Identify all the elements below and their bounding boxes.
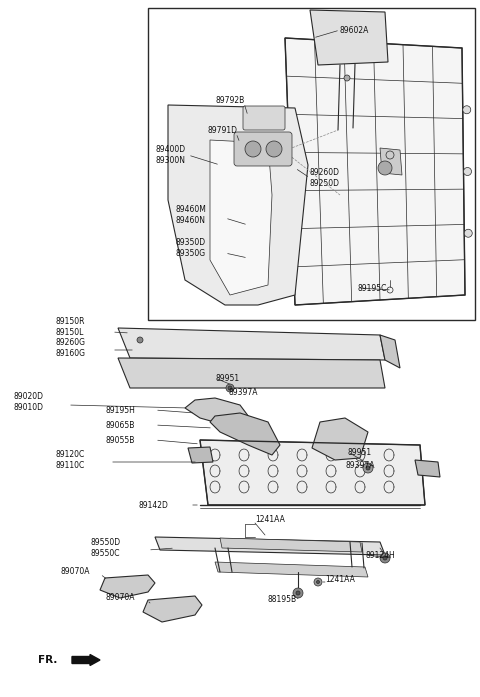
Text: 1241AA: 1241AA bbox=[325, 576, 355, 585]
Circle shape bbox=[245, 141, 261, 157]
Polygon shape bbox=[215, 562, 368, 577]
Text: 89951: 89951 bbox=[215, 374, 239, 383]
Circle shape bbox=[226, 384, 234, 392]
Text: 89195H: 89195H bbox=[105, 406, 135, 415]
Text: 89397A: 89397A bbox=[228, 388, 257, 397]
Circle shape bbox=[293, 588, 303, 598]
Polygon shape bbox=[168, 105, 308, 305]
Circle shape bbox=[137, 337, 143, 343]
FancyBboxPatch shape bbox=[234, 132, 292, 166]
Text: 89791D: 89791D bbox=[207, 125, 237, 135]
Polygon shape bbox=[285, 38, 465, 305]
Polygon shape bbox=[210, 140, 272, 295]
Text: 89142D: 89142D bbox=[138, 500, 168, 510]
Polygon shape bbox=[118, 358, 385, 388]
Circle shape bbox=[314, 578, 322, 586]
Circle shape bbox=[296, 591, 300, 595]
Text: 89397A: 89397A bbox=[345, 461, 374, 470]
Circle shape bbox=[464, 167, 471, 176]
Text: 89120C
89110C: 89120C 89110C bbox=[55, 450, 84, 470]
Circle shape bbox=[464, 229, 472, 237]
Text: 89400D
89300N: 89400D 89300N bbox=[155, 145, 185, 164]
Text: 89460M
89460N: 89460M 89460N bbox=[175, 206, 206, 224]
Text: 89065B: 89065B bbox=[105, 420, 134, 429]
Polygon shape bbox=[210, 413, 280, 455]
Polygon shape bbox=[118, 328, 385, 360]
Circle shape bbox=[463, 106, 471, 114]
Text: 89020D
89010D: 89020D 89010D bbox=[13, 392, 43, 412]
Polygon shape bbox=[310, 10, 388, 65]
Polygon shape bbox=[415, 460, 440, 477]
Circle shape bbox=[344, 75, 350, 81]
FancyArrow shape bbox=[72, 654, 100, 666]
Circle shape bbox=[266, 141, 282, 157]
Text: 89055B: 89055B bbox=[105, 436, 134, 445]
Polygon shape bbox=[220, 538, 362, 552]
Polygon shape bbox=[188, 447, 213, 463]
Text: 89070A: 89070A bbox=[60, 567, 89, 576]
Text: 88195B: 88195B bbox=[268, 595, 297, 604]
Text: 89550D
89550C: 89550D 89550C bbox=[90, 538, 120, 558]
FancyBboxPatch shape bbox=[243, 106, 285, 130]
Text: 89260G
89160G: 89260G 89160G bbox=[55, 338, 85, 358]
Circle shape bbox=[378, 161, 392, 175]
Circle shape bbox=[383, 556, 387, 560]
Circle shape bbox=[363, 463, 373, 473]
Text: 89602A: 89602A bbox=[340, 26, 370, 34]
Circle shape bbox=[366, 466, 370, 470]
Text: 89070A: 89070A bbox=[105, 594, 134, 602]
Circle shape bbox=[386, 151, 394, 159]
Text: 89260D
89250D: 89260D 89250D bbox=[310, 168, 340, 187]
Text: 89124H: 89124H bbox=[365, 551, 395, 560]
Circle shape bbox=[316, 581, 320, 583]
Circle shape bbox=[380, 553, 390, 563]
Text: 89195C: 89195C bbox=[358, 284, 387, 293]
Polygon shape bbox=[380, 335, 400, 368]
Bar bbox=[148, 8, 475, 320]
Text: FR.: FR. bbox=[38, 655, 58, 665]
Polygon shape bbox=[200, 440, 425, 505]
Polygon shape bbox=[143, 596, 202, 622]
Circle shape bbox=[228, 386, 232, 390]
Text: 1241AA: 1241AA bbox=[255, 516, 285, 525]
Polygon shape bbox=[380, 148, 402, 175]
Text: 89150R
89150L: 89150R 89150L bbox=[55, 317, 84, 337]
Text: 89350D
89350G: 89350D 89350G bbox=[175, 238, 205, 258]
Polygon shape bbox=[155, 537, 385, 555]
Polygon shape bbox=[100, 575, 155, 598]
Text: 89951: 89951 bbox=[348, 447, 372, 457]
Polygon shape bbox=[312, 418, 368, 460]
Text: 89792B: 89792B bbox=[215, 95, 244, 105]
Polygon shape bbox=[185, 398, 255, 435]
